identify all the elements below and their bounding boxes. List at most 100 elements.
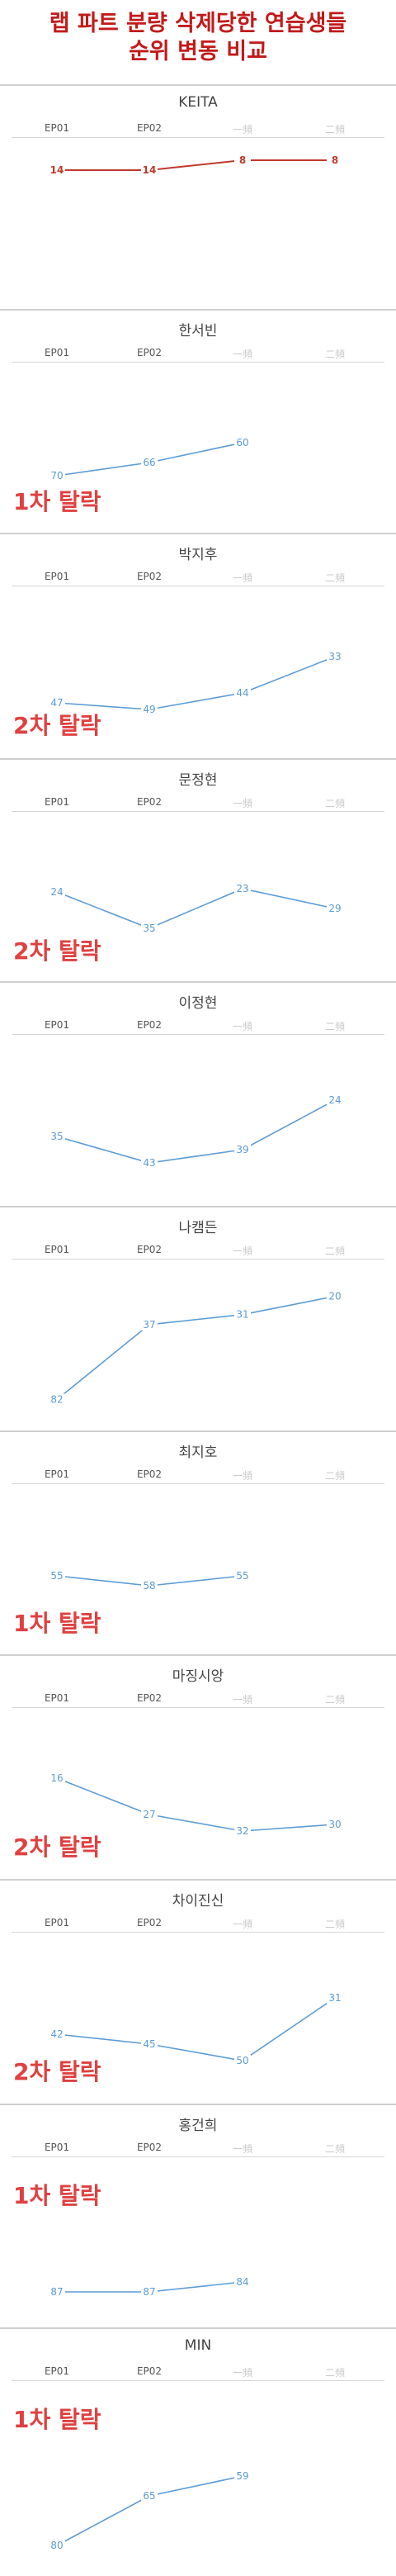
data-label: 87 <box>143 2286 155 2298</box>
x-tick-label: EP02 <box>136 2142 163 2153</box>
data-label-bg <box>141 1580 158 1592</box>
elimination-label: 1차 탈락 <box>13 1610 101 1637</box>
x-tick-label: 二頻 <box>324 349 346 360</box>
elimination-label: 2차 탈락 <box>13 2058 101 2085</box>
chart-panel: KEITA EP01 EP02 一頻 二頻 14 14 8 8 <box>0 84 396 307</box>
data-label-bg <box>141 457 158 468</box>
series-line <box>56 1295 336 1401</box>
chart-title: 최지호 <box>178 1445 218 1461</box>
data-label-bg <box>49 697 65 709</box>
x-tick-label: EP01 <box>44 2365 70 2377</box>
data-label: 55 <box>236 1570 248 1582</box>
x-tick-label: EP02 <box>136 2365 163 2377</box>
x-tick-label: EP01 <box>44 122 70 134</box>
chart-title: 한서빈 <box>178 323 218 339</box>
line-chart: 70 66 60 <box>49 437 251 482</box>
data-label: 42 <box>50 2028 63 2040</box>
data-label-bg <box>141 164 158 176</box>
x-tick-label: EP01 <box>44 1244 70 1255</box>
series-line <box>56 656 336 710</box>
axis-line <box>12 811 384 812</box>
data-label: 49 <box>143 704 155 715</box>
x-tick-label: EP02 <box>136 571 163 582</box>
x-tick-label: 二頻 <box>324 124 346 135</box>
data-label: 58 <box>143 1580 155 1592</box>
x-tick-label: 二頻 <box>324 2367 346 2379</box>
x-tick-label: 一頻 <box>232 1245 253 1257</box>
data-label-bg <box>234 1144 251 1155</box>
data-label-bg <box>327 903 343 914</box>
data-label: 20 <box>328 1291 341 1302</box>
x-tick-label: 一頻 <box>232 124 253 135</box>
data-label-bg <box>49 1570 65 1582</box>
data-label-bg <box>49 2286 65 2298</box>
data-label: 47 <box>50 697 63 709</box>
line-chart: 47 49 44 33 <box>49 651 343 715</box>
data-label: 55 <box>50 1570 63 1582</box>
data-label-bg <box>234 2055 251 2066</box>
line-chart: 80 65 59 <box>49 2470 251 2550</box>
x-tick-label: 一頻 <box>232 349 253 360</box>
x-tick-label: 二頻 <box>324 1470 346 1482</box>
axis-line <box>12 362 384 363</box>
x-tick-label: EP02 <box>136 1019 163 1031</box>
chart-title: 마징시앙 <box>172 1668 224 1685</box>
x-tick-label: 二頻 <box>324 798 346 809</box>
data-label-bg <box>234 154 251 166</box>
data-label-bg <box>327 1290 343 1302</box>
title-line-1: 랩 파트 분량 삭제당한 연습생들 <box>49 11 347 36</box>
data-label-bg <box>141 2490 158 2502</box>
x-tick-label: EP01 <box>44 2142 70 2153</box>
data-label: 14 <box>143 164 157 176</box>
page-title: 랩 파트 분량 삭제당한 연습생들 순위 변동 비교 <box>0 0 396 83</box>
data-label-bg <box>234 1308 251 1321</box>
x-tick-label: EP02 <box>136 1244 163 1255</box>
data-label: 31 <box>236 1309 248 1321</box>
chart-panel: 마징시앙 EP01 EP02 一頻 二頻 16 27 32 30 2차 탈락 <box>0 1654 396 1877</box>
elimination-label: 1차 탈락 <box>13 2182 101 2209</box>
elimination-label: 2차 탈락 <box>13 937 101 965</box>
line-chart: 24 35 23 29 <box>49 883 343 934</box>
x-tick-label: EP01 <box>44 1468 70 1480</box>
data-label-bg <box>141 2038 158 2050</box>
chart-title: 박지후 <box>178 547 218 563</box>
chart-panel: MIN EP01 EP02 一頻 二頻 80 65 59 1차 탈락 <box>0 2327 396 2550</box>
data-label-bg <box>327 651 343 662</box>
data-label: 70 <box>50 470 63 482</box>
data-label: 31 <box>328 1992 341 2004</box>
x-tick-label: EP02 <box>136 347 163 358</box>
data-label: 27 <box>143 1809 155 1820</box>
data-label: 60 <box>236 437 248 448</box>
title-line-2: 순위 변동 비교 <box>129 39 267 64</box>
line-chart: 82 37 31 20 <box>49 1290 343 1406</box>
data-label: 33 <box>328 651 341 662</box>
x-tick-label: 一頻 <box>232 1694 253 1705</box>
data-label-bg <box>141 1809 158 1820</box>
data-label-bg <box>49 1393 65 1406</box>
chart-panel: 차이진신 EP01 EP02 一頻 二頻 42 45 50 31 2차 탈락 <box>0 1879 396 2102</box>
x-tick-label: 二頻 <box>324 1694 346 1705</box>
data-label: 24 <box>328 1094 341 1106</box>
data-label: 43 <box>143 1157 155 1169</box>
line-chart: 35 43 39 24 <box>49 1094 343 1169</box>
axis-line <box>12 1707 384 1708</box>
series-line <box>56 1997 336 2061</box>
data-label: 29 <box>328 903 341 914</box>
x-tick-label: EP02 <box>136 1468 163 1480</box>
axis-line <box>12 137 384 138</box>
data-label-bg <box>49 164 65 176</box>
data-label-bg <box>234 883 251 894</box>
data-label: 16 <box>50 1772 63 1784</box>
series-line <box>57 159 335 171</box>
chart-panel: 문정현 EP01 EP02 一頻 二頻 24 35 23 29 2차 탈락 <box>0 758 396 981</box>
line-chart: 42 45 50 31 <box>49 1992 343 2066</box>
data-label: 14 <box>50 164 64 176</box>
data-label-bg <box>234 687 251 699</box>
line-chart: 16 27 32 30 <box>49 1772 343 1837</box>
axis-line <box>12 1259 384 1260</box>
chart-panel: 이정현 EP01 EP02 一頻 二頻 35 43 39 24 <box>0 981 396 1204</box>
x-tick-label: 一頻 <box>232 1470 253 1482</box>
chart-title: MIN <box>184 2337 212 2354</box>
data-label: 59 <box>236 2470 248 2482</box>
series-line <box>56 888 336 929</box>
